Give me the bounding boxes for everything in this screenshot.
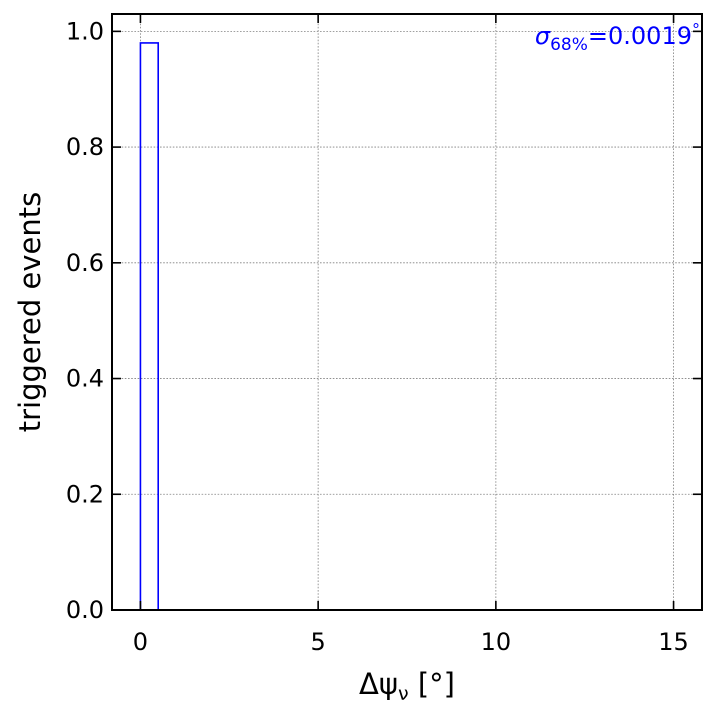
x-axis-label-unit: [°] [409, 667, 455, 701]
x-tick-label: 5 [311, 628, 326, 656]
y-tick-label: 0.0 [66, 596, 104, 624]
x-axis-label-subscript: ν [398, 683, 409, 705]
plot-frame [111, 13, 703, 611]
y-tick-label: 0.2 [66, 480, 104, 508]
sigma-annotation: σ68%=0.0019° [535, 20, 700, 55]
y-axis-label: triggered events [13, 192, 47, 432]
grid-lines [112, 14, 702, 610]
y-tick-label: 0.8 [66, 133, 104, 161]
axis-tick-labels: 0 5 10 15 0.0 0.2 0.4 0.6 0.8 1.0 [66, 17, 689, 656]
x-axis-label-symbol: Δψ [359, 667, 398, 701]
x-tick-label: 0 [133, 628, 148, 656]
x-tick-label: 10 [481, 628, 512, 656]
histogram-bars [139, 42, 160, 611]
sigma-unit: ° [692, 20, 700, 39]
y-tick-label: 0.6 [66, 249, 104, 277]
x-tick-label: 15 [658, 628, 689, 656]
y-tick-label: 0.4 [66, 365, 104, 393]
sigma-subscript: 68% [550, 35, 588, 55]
x-axis-label: Δψν [°] [359, 667, 455, 705]
sigma-value: =0.0019 [588, 22, 692, 50]
axis-ticks [112, 14, 702, 611]
y-tick-label: 1.0 [66, 17, 104, 45]
histogram-bar [139, 42, 160, 611]
sigma-symbol: σ [535, 22, 551, 50]
